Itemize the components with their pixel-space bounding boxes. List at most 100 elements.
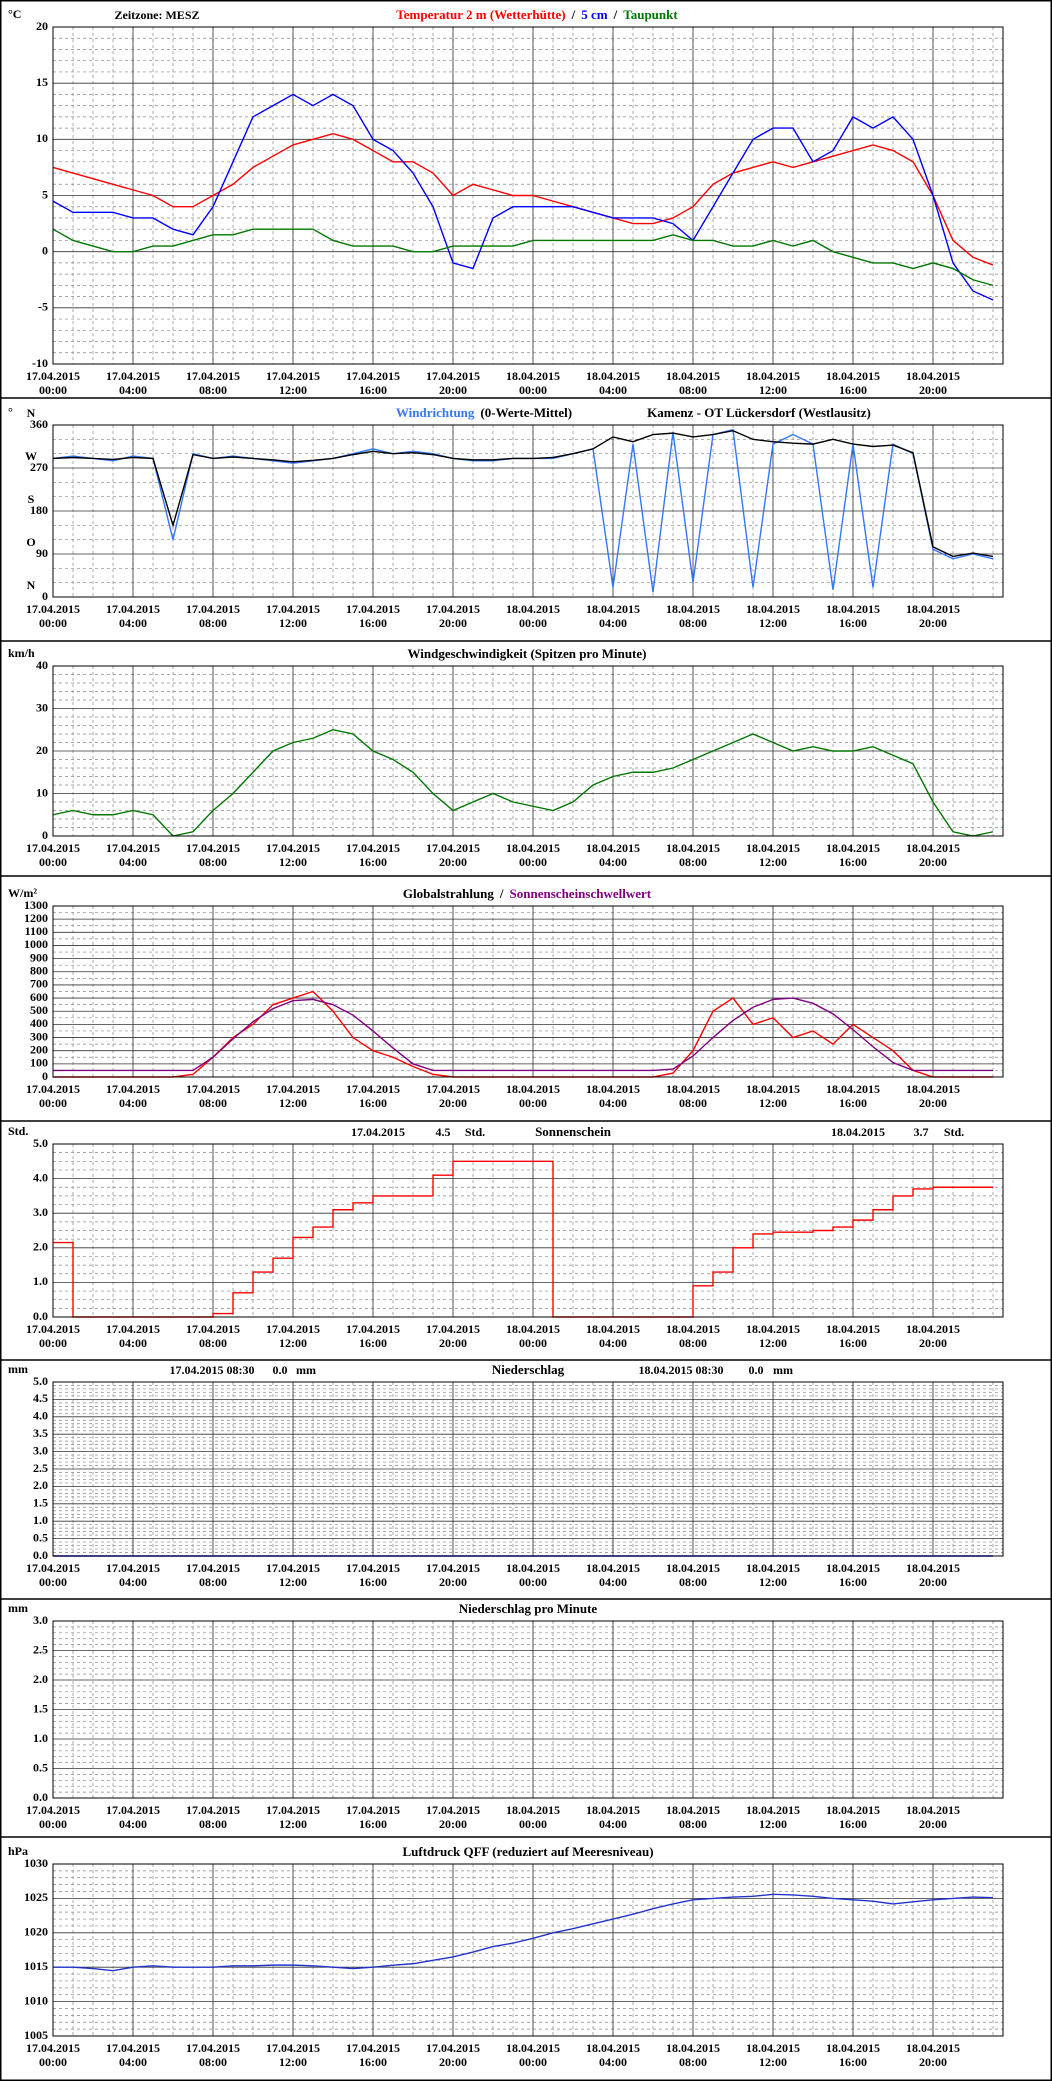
x-tick-label: 18.04.2015	[666, 1803, 720, 1817]
x-tick-label: 17.04.2015	[266, 602, 320, 616]
y-tick-label: 2.0	[33, 1672, 48, 1686]
chart-title: Windgeschwindigkeit (Spitzen pro Minute)	[408, 646, 647, 661]
x-tick-label: 12:00	[279, 2055, 307, 2069]
annotation: 17.04.2015 08:30	[170, 1363, 255, 1377]
x-tick-label: 16:00	[359, 383, 387, 397]
x-tick-label: 17.04.2015	[26, 1803, 80, 1817]
x-tick-label: 17.04.2015	[186, 1561, 240, 1575]
legend-entry: (0-Werte-Mittel)	[480, 405, 572, 420]
x-tick-label: 18.04.2015	[586, 369, 640, 383]
y-tick-label: 600	[30, 990, 48, 1004]
y-tick-label: 1300	[24, 898, 48, 912]
y-tick-label: 1.0	[33, 1731, 48, 1745]
x-tick-label: 17.04.2015	[26, 1561, 80, 1575]
x-tick-label: 18.04.2015	[826, 602, 880, 616]
y-tick-label: 360	[30, 417, 48, 431]
x-tick-label: 18.04.2015	[586, 1561, 640, 1575]
y-tick-label: 800	[30, 964, 48, 978]
x-tick-label: 16:00	[839, 616, 867, 630]
y-tick-label: 2.5	[33, 1461, 48, 1475]
legend-entry: 5 cm	[581, 7, 608, 22]
y-tick-label: 3.0	[33, 1613, 48, 1627]
x-tick-label: 16:00	[839, 1817, 867, 1831]
x-tick-label: 17.04.2015	[426, 602, 480, 616]
y-tick-label: 0.5	[33, 1760, 48, 1774]
y-tick-label: 1005	[24, 2028, 48, 2042]
x-tick-label: 18.04.2015	[506, 1322, 560, 1336]
x-tick-label: 17.04.2015	[106, 369, 160, 383]
x-tick-label: 20:00	[919, 1575, 947, 1589]
y-tick-label: 4.0	[33, 1409, 48, 1423]
annotation: 17.04.2015	[351, 1125, 405, 1139]
series-line	[53, 997, 993, 1072]
x-tick-label: 04:00	[119, 383, 147, 397]
plot-area	[53, 1864, 1003, 2036]
y-tick-label: 1030	[24, 1856, 48, 1870]
x-tick-label: 20:00	[919, 383, 947, 397]
x-tick-label: 18.04.2015	[666, 602, 720, 616]
x-tick-label: 18.04.2015	[506, 602, 560, 616]
x-tick-label: 00:00	[519, 616, 547, 630]
y-tick-label: 300	[30, 1029, 48, 1043]
x-tick-label: 00:00	[519, 1096, 547, 1110]
x-tick-label: 08:00	[199, 1817, 227, 1831]
y-tick-label: 1010	[24, 1993, 48, 2007]
x-tick-label: 12:00	[279, 1817, 307, 1831]
x-tick-label: 17.04.2015	[426, 369, 480, 383]
x-tick-label: 18.04.2015	[746, 841, 800, 855]
x-tick-label: 12:00	[759, 1336, 787, 1350]
x-tick-label: 17.04.2015	[426, 1322, 480, 1336]
y-tick-label: 500	[30, 1003, 48, 1017]
x-tick-label: 17.04.2015	[346, 2041, 400, 2055]
x-tick-label: 12:00	[759, 1817, 787, 1831]
plot-border	[52, 424, 1004, 598]
chart-title: Niederschlag	[492, 1362, 565, 1377]
x-tick-label: 04:00	[119, 1096, 147, 1110]
x-tick-label: 17.04.2015	[26, 2041, 80, 2055]
y-tick-label: 30	[36, 700, 48, 714]
x-tick-label: 08:00	[199, 1096, 227, 1110]
y-tick-label: 1.5	[33, 1701, 48, 1715]
y-tick-label: 5.0	[33, 1136, 48, 1150]
x-tick-label: 04:00	[599, 855, 627, 869]
x-tick-label: 18.04.2015	[906, 1082, 960, 1096]
chart-title: Luftdruck QFF (reduziert auf Meeresnivea…	[402, 1844, 653, 1859]
x-tick-label: 17.04.2015	[346, 602, 400, 616]
y-tick-label: 1.0	[33, 1274, 48, 1288]
y-tick-label: 700	[30, 977, 48, 991]
annotation: Zeitzone: MESZ	[115, 8, 200, 22]
x-tick-label: 08:00	[199, 616, 227, 630]
x-tick-label: 00:00	[39, 855, 67, 869]
unit-label: mm	[8, 1362, 28, 1376]
x-tick-label: 18.04.2015	[746, 369, 800, 383]
plot-border	[52, 1620, 1004, 1799]
y-tick-label: 1025	[24, 1890, 48, 1904]
y-tick-label: 20	[36, 743, 48, 757]
y-tick-label: 5.0	[33, 1374, 48, 1388]
x-tick-label: 17.04.2015	[106, 1082, 160, 1096]
x-tick-label: 17.04.2015	[106, 602, 160, 616]
x-tick-label: 04:00	[599, 1336, 627, 1350]
legend: Temperatur 2 m (Wetterhütte) / 5 cm / Taupun…	[396, 7, 678, 22]
x-tick-label: 17.04.2015	[346, 1561, 400, 1575]
x-tick-label: 17.04.2015	[346, 1803, 400, 1817]
x-tick-label: 08:00	[679, 383, 707, 397]
x-tick-label: 17.04.2015	[266, 1082, 320, 1096]
x-tick-label: 04:00	[599, 1575, 627, 1589]
plot-border	[52, 1143, 1004, 1318]
legend-separator: /	[613, 7, 618, 22]
y-tick-label: -5	[38, 300, 48, 314]
annotation: Std.	[944, 1125, 964, 1139]
x-tick-label: 18.04.2015	[906, 1322, 960, 1336]
y-tick-label: 0	[42, 589, 48, 603]
annotation: 18.04.2015	[831, 1125, 885, 1139]
x-tick-label: 00:00	[39, 616, 67, 630]
x-tick-label: 00:00	[39, 1575, 67, 1589]
x-tick-label: 00:00	[519, 1575, 547, 1589]
x-tick-label: 00:00	[39, 383, 67, 397]
annotation: mm	[296, 1363, 316, 1377]
x-tick-label: 17.04.2015	[266, 1561, 320, 1575]
legend-entry: Taupunkt	[623, 7, 678, 22]
x-tick-label: 08:00	[679, 616, 707, 630]
